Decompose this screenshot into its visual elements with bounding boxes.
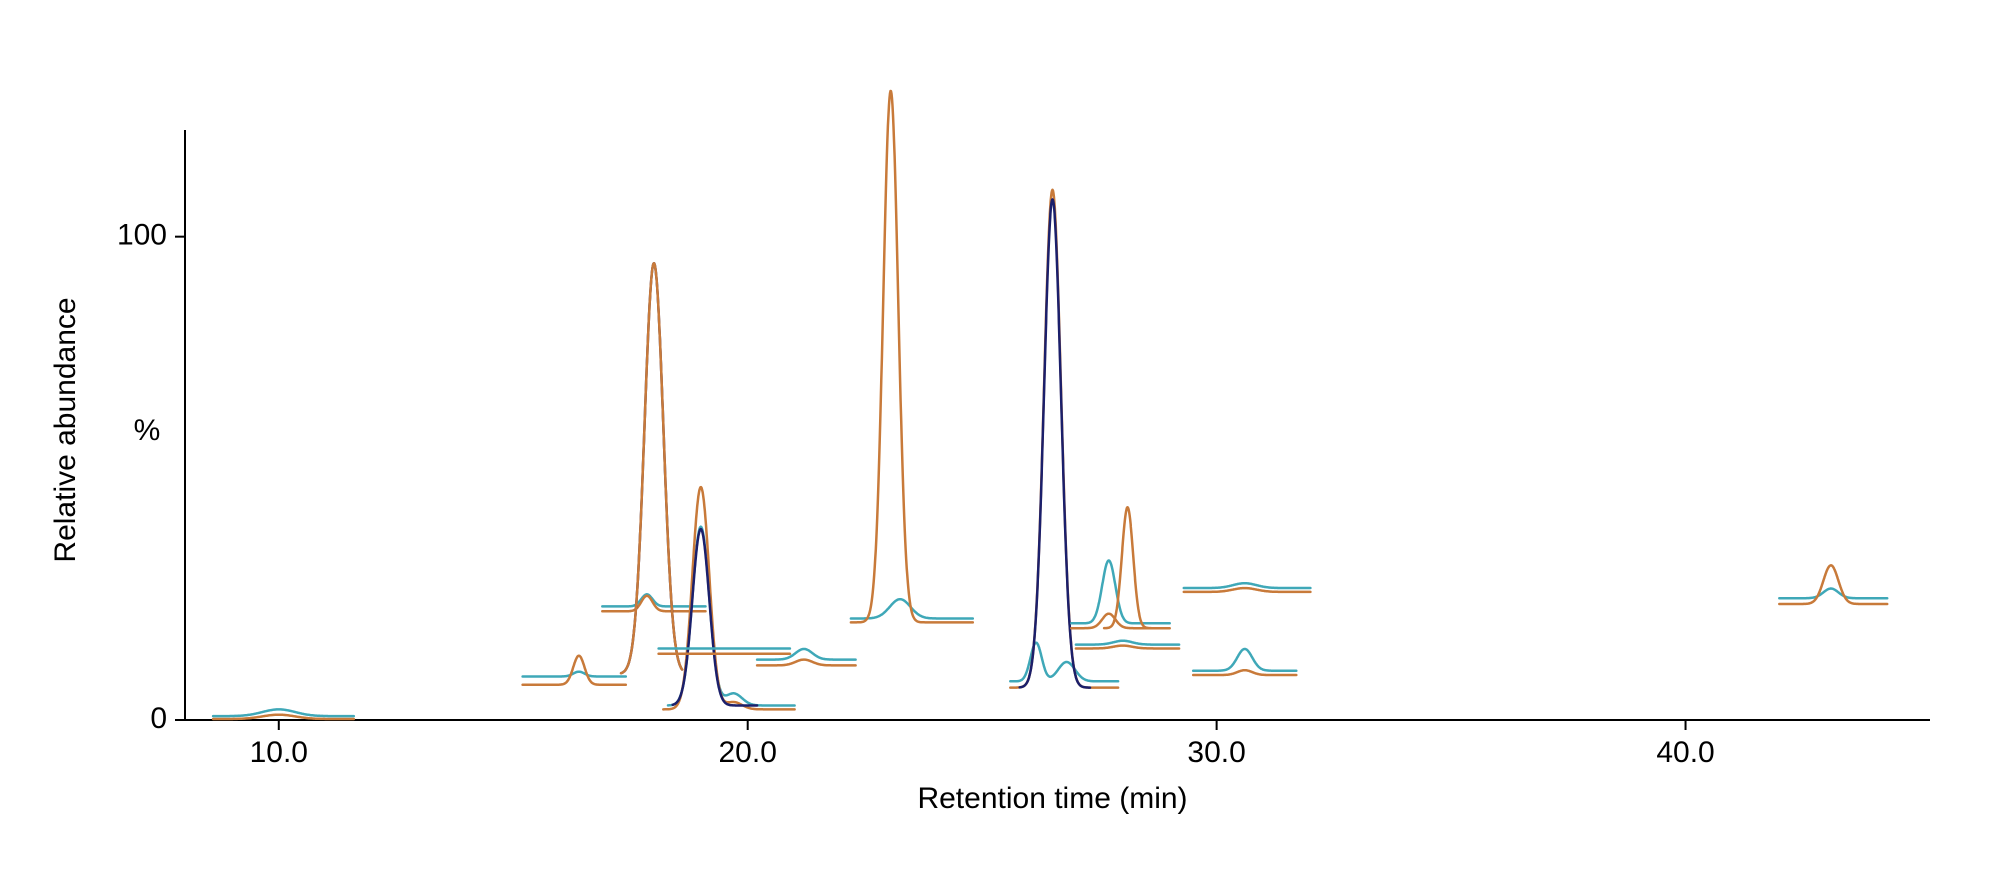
x-tick-label: 20.0 <box>719 736 777 769</box>
x-tick-label: 30.0 <box>1187 736 1245 769</box>
x-tick-label: 10.0 <box>250 736 308 769</box>
chromatogram-chart: 0 100 10.0 20.0 30.0 40.0 Retention time (min)… <box>0 0 2000 890</box>
x-axis-label: Retention time (min) <box>917 782 1187 815</box>
x-tick-label: 40.0 <box>1656 736 1714 769</box>
y-axis-unit: % <box>134 414 161 447</box>
y-tick-label: 0 <box>150 702 167 735</box>
y-axis-label: Relative abundance <box>49 297 82 562</box>
y-tick-label: 100 <box>117 219 167 252</box>
